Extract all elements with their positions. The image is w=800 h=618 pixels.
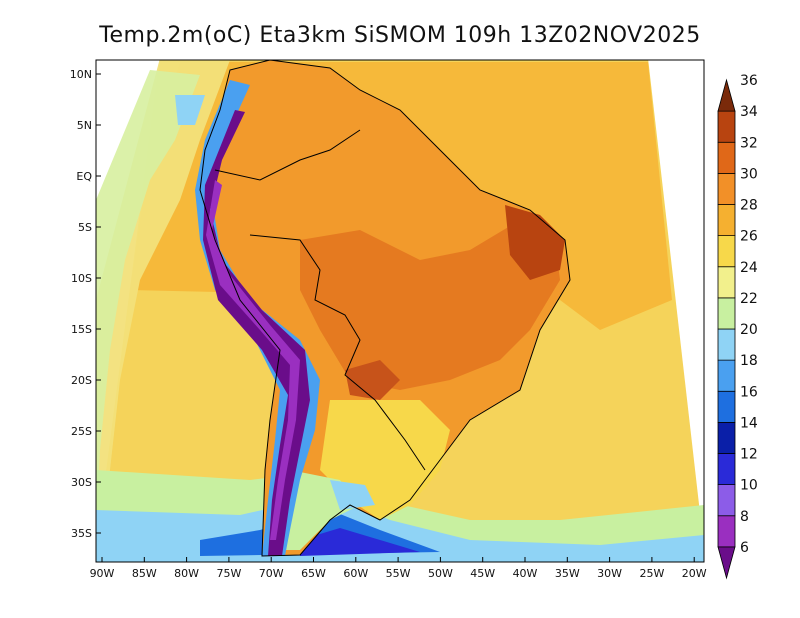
temperature-field <box>96 60 704 562</box>
pacific-cooler-zone <box>96 70 200 540</box>
colorbar-segment <box>717 453 736 486</box>
colorbar-label: 18 <box>740 353 758 369</box>
lon-tick-label: 90W <box>90 567 115 580</box>
colorbar-label: 22 <box>740 291 758 307</box>
coastlines <box>199 60 571 557</box>
lat-tick-label: 5S <box>78 221 92 234</box>
colorbar-segment <box>717 484 736 517</box>
colorbar-segment <box>717 141 736 174</box>
colorbar-segment <box>717 390 736 423</box>
coastline-south-america <box>199 60 571 557</box>
lat-tick-label: 25S <box>71 425 92 438</box>
colorbar-label: 20 <box>740 322 758 338</box>
latitude-axis: 10N 5N EQ 5S 10S 15S 20S 25S 30S 35S <box>70 68 101 540</box>
interior-hot-region <box>300 220 560 390</box>
colorbar-label: 6 <box>740 540 749 556</box>
colorbar-label: 34 <box>740 104 758 120</box>
colorbar-segment <box>717 421 736 454</box>
lat-tick-label: 30S <box>71 476 92 489</box>
lat-tick-label: EQ <box>76 170 92 183</box>
lon-tick-label: 75W <box>216 567 241 580</box>
map-title: Temp.2m(oC) Eta3km SiSMOM 109h 13Z02NOV2… <box>98 23 700 48</box>
colorbar-segment <box>717 78 736 112</box>
lat-tick-label: 15S <box>71 323 92 336</box>
lon-tick-label: 60W <box>343 567 368 580</box>
colorbar-label: 16 <box>740 384 758 400</box>
border-andean <box>214 129 361 181</box>
colorbar-segment <box>717 328 736 361</box>
pacific-blue-patch <box>175 95 205 125</box>
lat-tick-label: 10S <box>71 272 92 285</box>
colorbar-label: 30 <box>740 166 758 182</box>
lon-tick-label: 50W <box>428 567 453 580</box>
longitude-axis: 90W 85W 80W 75W 70W 65W 60W 55W 50W 45W 40W 35W 30W 2… <box>90 557 707 580</box>
pantanal-very-hot <box>345 360 400 400</box>
colorbar-segment <box>717 266 736 299</box>
lon-tick-label: 65W <box>301 567 326 580</box>
lon-tick-label: 85W <box>132 567 157 580</box>
colorbar-label: 10 <box>740 478 758 494</box>
southern-ocean-deep <box>300 528 420 556</box>
lat-tick-label: 10N <box>70 68 92 81</box>
andes-ridge-inner <box>203 110 310 556</box>
colorbar-label: 32 <box>740 135 758 151</box>
colorbar-segment <box>717 172 736 205</box>
lat-tick-label: 20S <box>71 374 92 387</box>
colorbar-label: 14 <box>740 415 758 431</box>
colorbar-segment <box>717 235 736 268</box>
colorbar: 6 8 10 12 14 16 18 20 22 24 26 28 30 32 34 36 <box>717 73 758 580</box>
lon-tick-label: 70W <box>259 567 284 580</box>
lon-tick-label: 25W <box>639 567 664 580</box>
colorbar-label: 24 <box>740 260 758 276</box>
colorbar-segment <box>717 515 736 548</box>
northeast-very-hot <box>505 205 565 280</box>
plot-frame <box>95 59 705 563</box>
lon-tick-label: 55W <box>386 567 411 580</box>
rio-plata-cool <box>330 480 375 510</box>
colorbar-label: 28 <box>740 198 758 214</box>
lat-tick-label: 35S <box>71 527 92 540</box>
border-brazil <box>249 234 426 471</box>
lat-tick-label: 5N <box>77 119 92 132</box>
colorbar-segment <box>717 110 736 143</box>
lon-tick-label: 30W <box>597 567 622 580</box>
colorbar-label: 12 <box>740 447 758 463</box>
colorbar-segment <box>717 546 736 580</box>
lon-tick-label: 20W <box>682 567 707 580</box>
colorbar-label: 8 <box>740 509 749 525</box>
lon-tick-label: 35W <box>555 567 580 580</box>
colorbar-label: 36 <box>740 73 758 89</box>
colorbar-segment <box>717 297 736 330</box>
lon-tick-label: 45W <box>470 567 495 580</box>
colorbar-segment <box>717 204 736 237</box>
lon-tick-label: 80W <box>174 567 199 580</box>
lon-tick-label: 40W <box>513 567 538 580</box>
colorbar-label: 26 <box>740 229 758 245</box>
colorbar-segment <box>717 359 736 392</box>
